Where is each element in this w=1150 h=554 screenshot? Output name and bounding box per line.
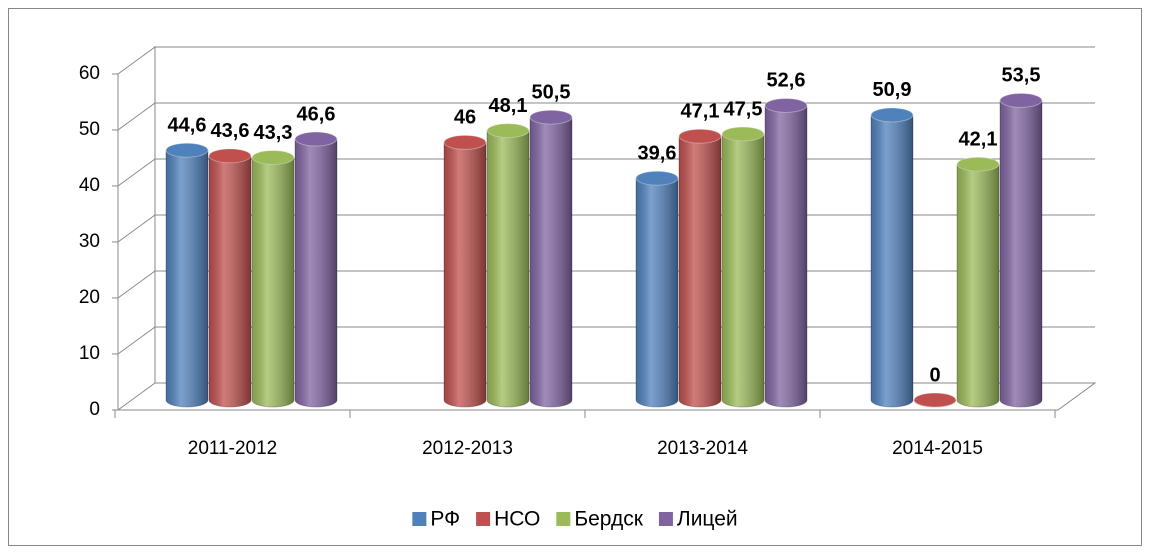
bar-top: [956, 156, 1000, 172]
bar: [678, 128, 722, 408]
bar-shade: [636, 178, 678, 407]
legend-swatch: [658, 512, 673, 526]
bar: [721, 126, 765, 408]
value-label: 50,9: [873, 79, 912, 101]
bar-shade: [295, 139, 337, 408]
value-label: 39,6: [638, 143, 677, 165]
x-tick-label: 2011-2012: [188, 438, 277, 459]
bar: [870, 107, 914, 408]
value-label: 43,3: [254, 122, 293, 144]
floor: [116, 382, 1097, 411]
value-label: 42,1: [959, 129, 998, 151]
bar-shade: [1000, 100, 1042, 408]
bar-shade: [487, 130, 529, 407]
grid-line: [117, 46, 1095, 75]
bar-shade: [765, 105, 807, 407]
x-tick-label: 2012-2013: [422, 438, 513, 459]
bar: [635, 170, 679, 408]
bar: [294, 131, 338, 408]
legend-swatch: [476, 512, 491, 526]
bar-top: [721, 126, 765, 142]
y-tick-label: 50: [79, 119, 100, 140]
bar-shade: [722, 134, 764, 407]
bar-top: [251, 150, 295, 166]
bar-shade: [957, 164, 999, 407]
bar: [486, 123, 530, 408]
y-tick-label: 10: [79, 343, 100, 364]
bar-top: [294, 131, 338, 147]
bar-top: [764, 97, 808, 113]
value-label: 46: [454, 107, 476, 129]
value-label: 50,5: [532, 81, 571, 103]
y-tick-label: 30: [79, 231, 100, 252]
legend-label: РФ: [430, 508, 460, 531]
legend-swatch: [556, 512, 571, 526]
value-label: 47,1: [681, 101, 720, 123]
value-label: 48,1: [489, 95, 528, 117]
x-tick-label: 2013-2014: [657, 438, 748, 459]
x-tick-label: 2014-2015: [892, 438, 983, 459]
value-label: 43,6: [211, 120, 250, 142]
bar-top: [999, 92, 1043, 108]
bar: [165, 142, 209, 408]
bar-top: [678, 128, 722, 144]
bar: [529, 109, 573, 408]
bar-top: [635, 170, 679, 186]
value-label: 0: [929, 364, 940, 386]
bar: [999, 92, 1043, 408]
bar-shade: [530, 117, 572, 407]
bar-shade: [444, 142, 486, 407]
bar: [956, 156, 1000, 408]
bar-top: [443, 134, 487, 150]
bar: [208, 148, 252, 408]
bar: [764, 97, 808, 408]
value-label: 52,6: [767, 70, 806, 92]
bar: [443, 134, 487, 408]
bar-top: [486, 123, 530, 139]
bar-shade: [679, 136, 721, 408]
value-label: 46,6: [297, 103, 336, 125]
bar-top: [870, 107, 914, 123]
value-label: 47,5: [724, 98, 763, 120]
bar-top: [165, 142, 209, 158]
y-tick-label: 60: [79, 63, 100, 84]
bar-top: [529, 109, 573, 125]
y-tick-label: 20: [79, 287, 100, 308]
y-tick-label: 40: [79, 175, 100, 196]
legend-label: НСО: [494, 508, 540, 531]
bar-shade: [166, 150, 208, 408]
bar-shade: [209, 155, 251, 407]
bar-top: [208, 148, 252, 164]
bar-shade: [871, 114, 913, 408]
bar-shade: [252, 157, 294, 407]
value-label: 53,5: [1002, 65, 1041, 87]
legend-label: Бердск: [574, 508, 643, 531]
bar: [913, 392, 957, 408]
bar: [251, 150, 295, 408]
bar-top: [913, 392, 957, 408]
y-tick-label: 0: [89, 399, 100, 420]
value-label: 44,6: [168, 115, 207, 137]
legend-swatch: [412, 512, 427, 526]
legend-label: Лицей: [677, 508, 738, 531]
